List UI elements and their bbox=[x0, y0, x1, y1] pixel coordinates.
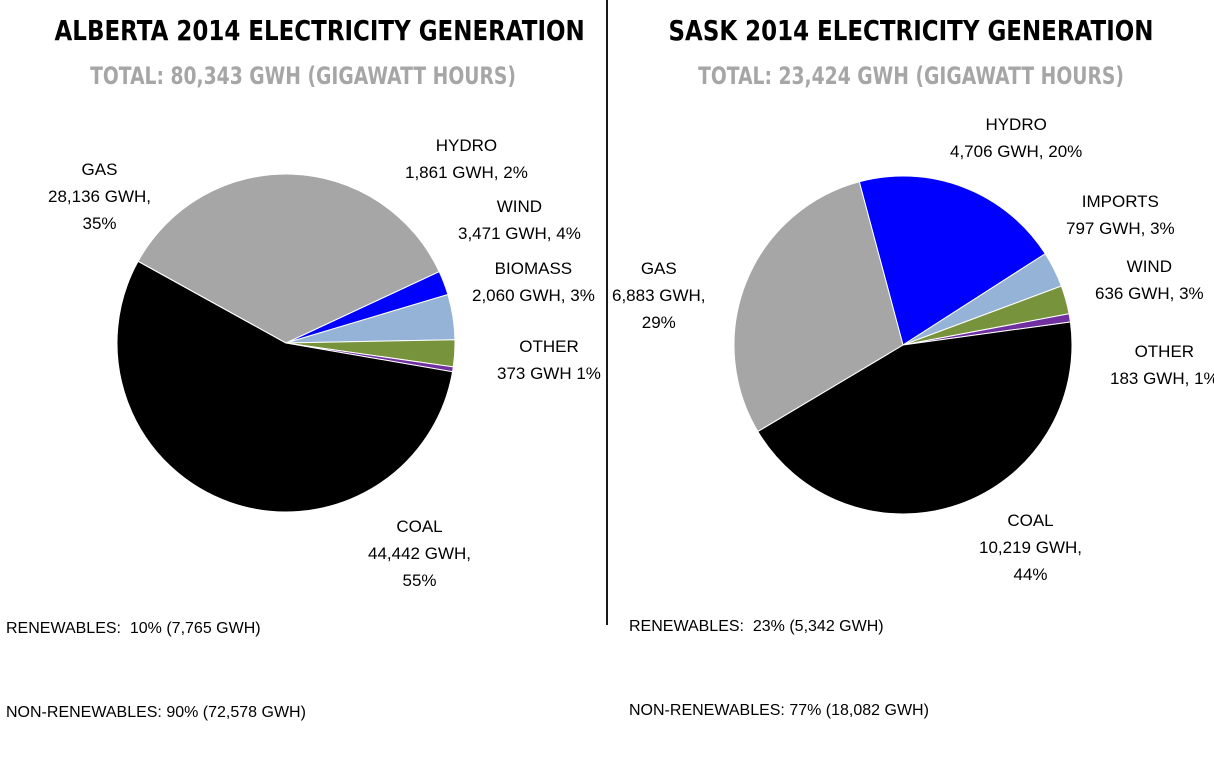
pie-slice-coal bbox=[757, 321, 1073, 515]
slice-label-other: OTHER 183 GWH, 1% bbox=[1110, 342, 1214, 388]
generation-summary: RENEWABLES: 10% (7,765 GWH) NON-RENEWABL… bbox=[6, 559, 306, 783]
slice-label-coal: COAL 44,442 GWH, 55% bbox=[368, 517, 471, 590]
slice-label-hydro: HYDRO 1,861 GWH, 2% bbox=[405, 136, 528, 182]
panel-divider bbox=[606, 0, 608, 625]
alberta-chart-panel: ALBERTA 2014 ELECTRICITY GENERATION TOTA… bbox=[0, 0, 606, 721]
chart-subtitle: TOTAL: 80,343 GWH (GIGAWATT HOURS) bbox=[90, 62, 516, 90]
slice-label-imports: IMPORTS 797 GWH, 3% bbox=[1066, 192, 1175, 238]
slice-label-gas: GAS 6,883 GWH, 29% bbox=[612, 259, 706, 332]
slice-label-gas: GAS 28,136 GWH, 35% bbox=[48, 160, 151, 233]
slice-label-biomass: BIOMASS 2,060 GWH, 3% bbox=[472, 259, 595, 305]
renewables-summary: RENEWABLES: 10% (7,765 GWH) bbox=[6, 620, 261, 637]
slice-label-hydro: HYDRO 4,706 GWH, 20% bbox=[950, 115, 1083, 161]
slice-label-wind: WIND 636 GWH, 3% bbox=[1095, 257, 1204, 303]
sask-chart-panel: SASK 2014 ELECTRICITY GENERATION TOTAL: … bbox=[608, 0, 1214, 719]
non-renewables-summary: NON-RENEWABLES: 90% (72,578 GWH) bbox=[6, 704, 306, 721]
chart-title: ALBERTA 2014 ELECTRICITY GENERATION bbox=[54, 14, 585, 47]
renewables-summary: RENEWABLES: 23% (5,342 GWH) bbox=[629, 618, 884, 635]
pie-slice-coal bbox=[116, 260, 454, 513]
pie-slice-hydro bbox=[858, 175, 1046, 346]
pie-slice-gas bbox=[137, 173, 440, 344]
slice-label-coal: COAL 10,219 GWH, 44% bbox=[979, 511, 1082, 584]
chart-title: SASK 2014 ELECTRICITY GENERATION bbox=[668, 14, 1154, 47]
slice-label-wind: WIND 3,471 GWH, 4% bbox=[458, 197, 581, 243]
slice-label-other: OTHER 373 GWH 1% bbox=[497, 337, 601, 383]
alberta-pie-chart bbox=[116, 173, 456, 513]
sask-pie-chart bbox=[733, 175, 1073, 515]
pie-slice-gas bbox=[733, 181, 904, 433]
generation-summary: RENEWABLES: 23% (5,342 GWH) NON-RENEWABL… bbox=[629, 557, 929, 781]
non-renewables-summary: NON-RENEWABLES: 77% (18,082 GWH) bbox=[629, 702, 929, 719]
chart-subtitle: TOTAL: 23,424 GWH (GIGAWATT HOURS) bbox=[698, 62, 1124, 90]
